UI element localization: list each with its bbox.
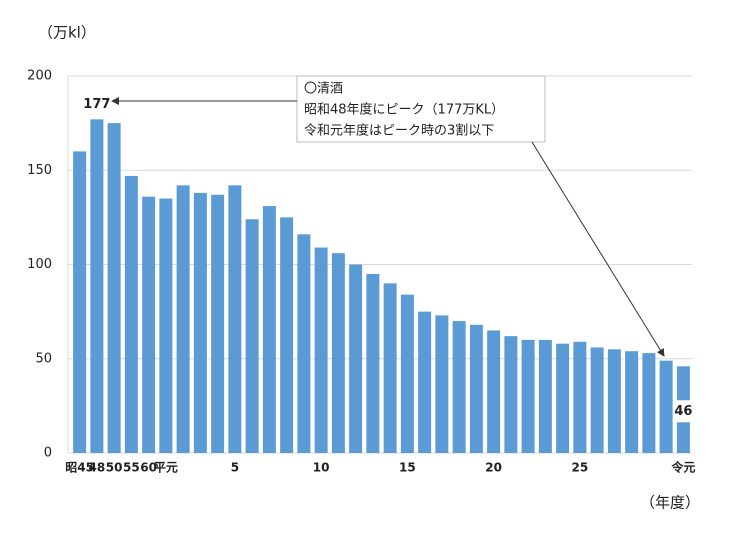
bar	[228, 185, 242, 453]
bar	[607, 349, 621, 453]
x-tick-label: 48	[89, 461, 106, 475]
bar	[418, 311, 432, 453]
annotation-box	[296, 75, 546, 143]
bar	[573, 341, 587, 453]
bar	[487, 330, 501, 453]
data-label: 46	[674, 404, 692, 419]
bar	[124, 175, 138, 453]
bar	[400, 294, 414, 453]
x-tick-label: 50	[106, 461, 123, 475]
label-bg	[675, 400, 692, 423]
bar	[538, 339, 552, 453]
x-tick-label: 10	[313, 461, 330, 475]
bar	[107, 123, 121, 453]
bar	[142, 196, 156, 453]
y-tick-label: 200	[27, 69, 52, 84]
bar	[435, 315, 449, 453]
bar	[504, 336, 518, 453]
y-tick-label: 0	[44, 446, 52, 461]
bar	[176, 185, 190, 453]
bar	[469, 324, 483, 453]
bar	[73, 151, 87, 453]
y-axis-label: （万kl）	[38, 24, 96, 42]
x-tick-label: 令元	[670, 460, 695, 475]
bar	[556, 343, 570, 453]
x-tick-label: 20	[485, 461, 502, 475]
bar	[245, 219, 259, 453]
y-tick-label: 50	[35, 351, 52, 366]
bar	[452, 321, 466, 453]
bar	[590, 347, 604, 453]
x-tick-label: 平元	[154, 461, 178, 475]
bar	[331, 253, 345, 453]
bar	[383, 283, 397, 453]
arrow	[531, 141, 665, 357]
bar	[211, 194, 225, 453]
bar	[193, 192, 207, 453]
x-tick-label: 60	[140, 461, 157, 475]
bar	[625, 351, 639, 453]
y-tick-label: 150	[27, 163, 52, 178]
bar	[159, 198, 173, 453]
annotation-line: 令和元年度はピーク時の3割以下	[304, 123, 494, 139]
bar	[297, 234, 311, 453]
x-tick-label: 昭45	[65, 461, 94, 475]
x-tick-label: 55	[123, 461, 140, 475]
x-tick-label: 25	[572, 461, 589, 475]
y-tick-label: 100	[27, 257, 52, 272]
bar	[642, 353, 656, 453]
bar	[314, 247, 328, 453]
annotation-line: 〇清酒	[304, 82, 343, 97]
bar	[262, 206, 276, 453]
bar	[366, 273, 380, 453]
bar	[280, 217, 294, 453]
bar	[521, 339, 535, 453]
bar	[90, 119, 104, 453]
bar	[349, 264, 363, 453]
data-label: 177	[83, 97, 110, 112]
bar	[659, 360, 673, 453]
annotation-line: 昭和48年度にピーク（177万KL）	[304, 102, 504, 118]
x-axis-label: （年度）	[640, 494, 700, 512]
x-tick-label: 15	[399, 461, 416, 475]
x-tick-label: 5	[231, 461, 239, 475]
